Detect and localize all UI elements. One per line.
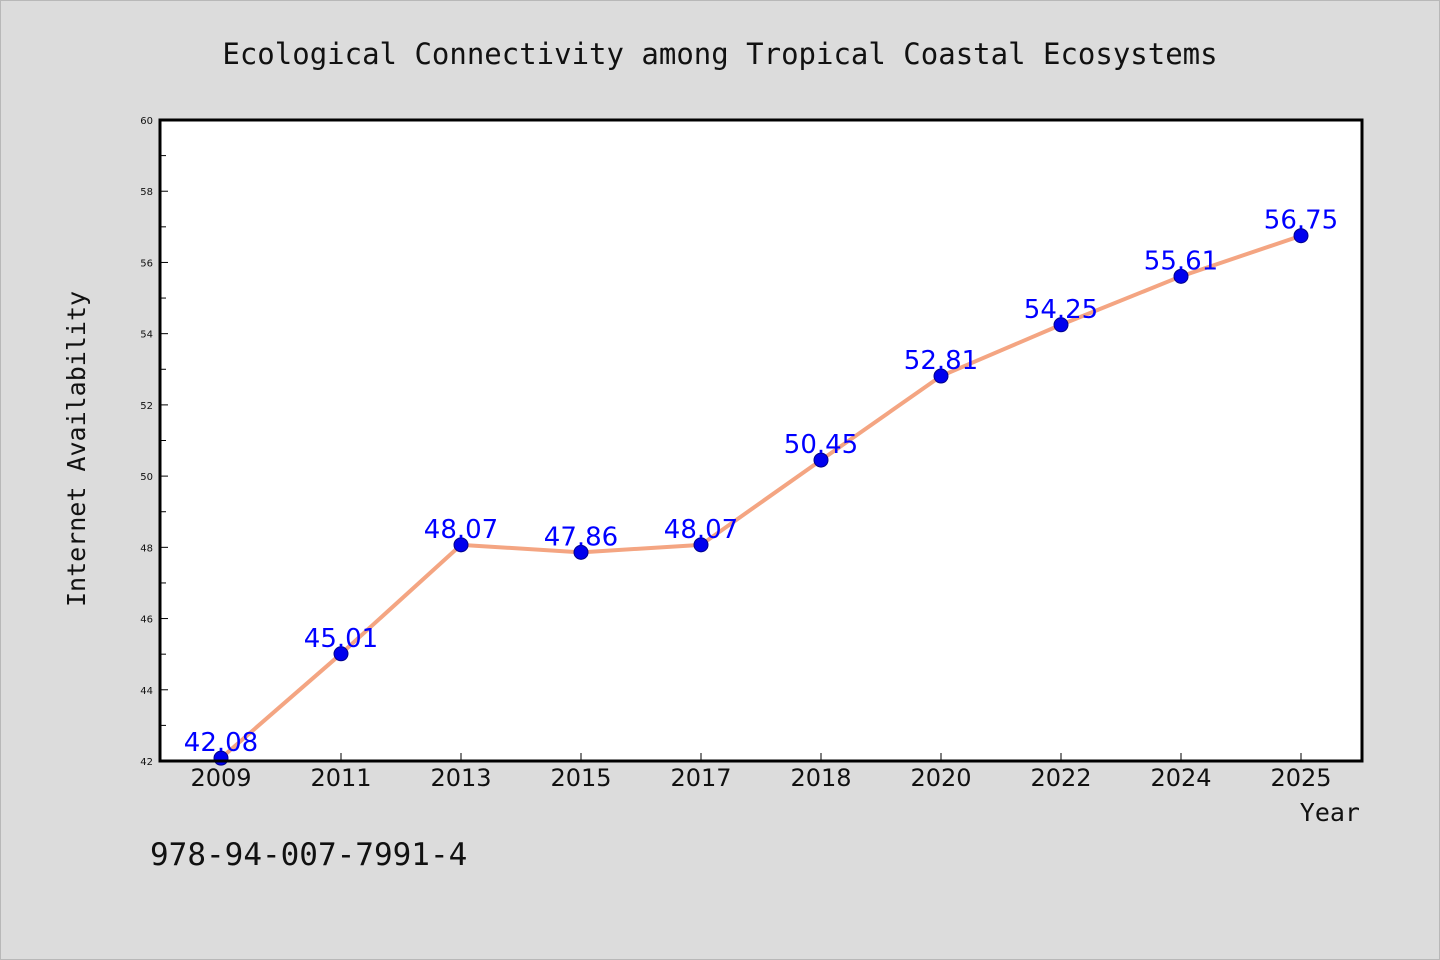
y-tick-label: 50 (140, 472, 153, 483)
data-label: 54.25 (1024, 295, 1098, 325)
y-tick-label: 48 (140, 543, 153, 554)
data-label: 55.61 (1144, 246, 1218, 276)
data-label: 45.01 (304, 624, 378, 654)
y-tick-label: 44 (140, 686, 153, 697)
y-tick-label: 60 (140, 116, 153, 127)
y-axis-label: Internet Availability (62, 291, 91, 607)
y-tick-label: 54 (140, 330, 153, 341)
x-tick-label: 2024 (1150, 764, 1211, 792)
data-label: 47.86 (544, 522, 618, 552)
x-axis-label: Year (1300, 798, 1360, 827)
x-tick-label: 2009 (190, 764, 251, 792)
series-line (219, 233, 1303, 761)
data-label: 42.08 (184, 728, 258, 758)
x-tick-label: 2025 (1270, 764, 1331, 792)
data-point (453, 537, 469, 553)
data-label: 48.07 (424, 515, 498, 545)
y-tick-label: 58 (140, 187, 153, 198)
footer-code: 978-94-007-7991-4 (150, 837, 467, 873)
x-tick-label: 2011 (310, 764, 371, 792)
x-tick-label: 2013 (430, 764, 491, 792)
data-label: 50.45 (784, 430, 858, 460)
data-label: 48.07 (664, 515, 738, 545)
x-tick-label: 2020 (910, 764, 971, 792)
y-tick-label: 46 (140, 615, 153, 626)
x-axis-ticks: 2009 2011 2013 2015 2017 2018 2020 2022 2024 2025 (190, 753, 1332, 792)
y-tick-label: 42 (140, 757, 153, 768)
chart-title: Ecological Connectivity among Tropical C… (222, 37, 1217, 71)
x-tick-label: 2022 (1030, 764, 1091, 792)
plot-frame (158, 118, 1364, 763)
plot-area (160, 120, 1362, 761)
data-point (333, 646, 349, 662)
data-point (813, 452, 829, 468)
y-tick-label: 56 (140, 258, 153, 269)
x-tick-label: 2018 (790, 764, 851, 792)
series-layer (213, 228, 1309, 766)
data-labels-layer: 42.08 45.01 48.07 47.86 48.07 50.45 52.81 54.25… (184, 206, 1338, 758)
data-point (1293, 228, 1309, 244)
x-tick-label: 2015 (550, 764, 611, 792)
y-axis-ticks: 42 44 46 48 50 52 54 56 58 60 (140, 116, 168, 768)
data-label: 56.75 (1264, 206, 1338, 236)
data-label: 52.81 (904, 346, 978, 376)
data-point (933, 368, 949, 384)
data-point (1053, 317, 1069, 333)
data-point (1173, 268, 1189, 284)
y-tick-label: 52 (140, 401, 153, 412)
data-point (573, 544, 589, 560)
x-tick-label: 2017 (670, 764, 731, 792)
data-point (693, 537, 709, 553)
